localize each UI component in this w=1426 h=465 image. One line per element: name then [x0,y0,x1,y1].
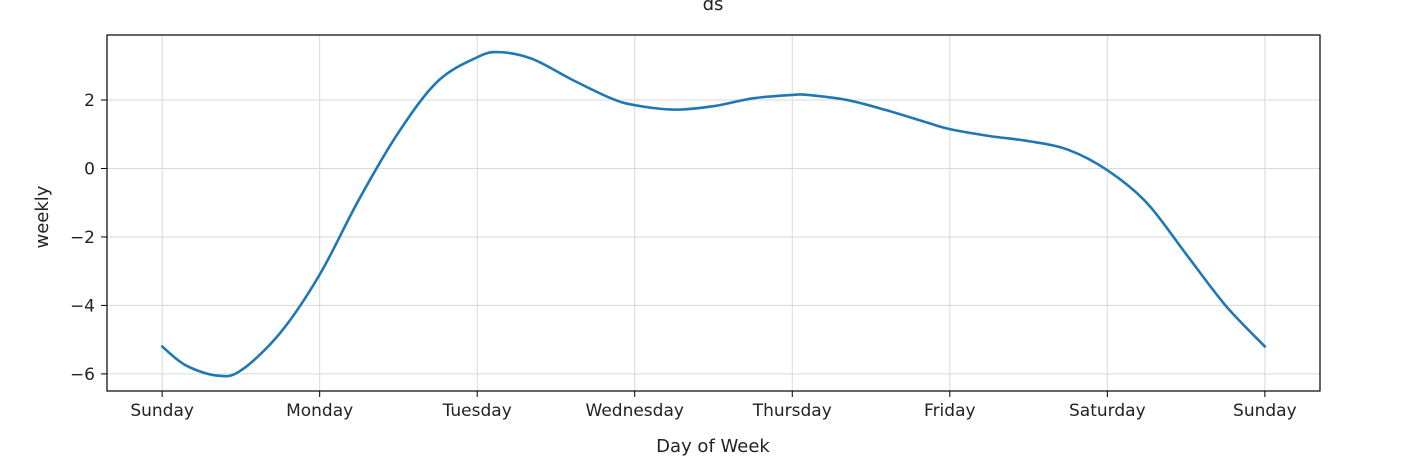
x-tick-label: Friday [924,401,976,421]
x-tick-label: Wednesday [586,401,684,421]
y-axis-ticks: 2 0 −2 −4 −6 [70,91,107,385]
x-tick-label: Saturday [1069,401,1146,421]
grid-lines [107,35,1320,391]
x-tick-label: Tuesday [442,401,512,421]
y-tick-label: −4 [70,296,95,316]
weekly-series-line [160,50,1267,378]
y-tick-label: 0 [84,160,95,180]
y-axis-label: weekly [32,185,53,248]
x-axis-label: Day of Week [656,436,770,457]
x-tick-label: Sunday [130,401,194,421]
y-tick-label: −2 [70,228,95,248]
x-tick-label: Sunday [1233,401,1297,421]
plot-frame [106,34,1321,392]
x-tick-label: Monday [286,401,353,421]
chart-title: ds [703,0,724,15]
x-axis-ticks: Sunday Monday Tuesday Wednesday Thursday Frid… [130,391,1297,421]
y-tick-label: −6 [70,365,95,385]
x-tick-label: Thursday [752,401,832,421]
y-tick-label: 2 [84,91,95,111]
